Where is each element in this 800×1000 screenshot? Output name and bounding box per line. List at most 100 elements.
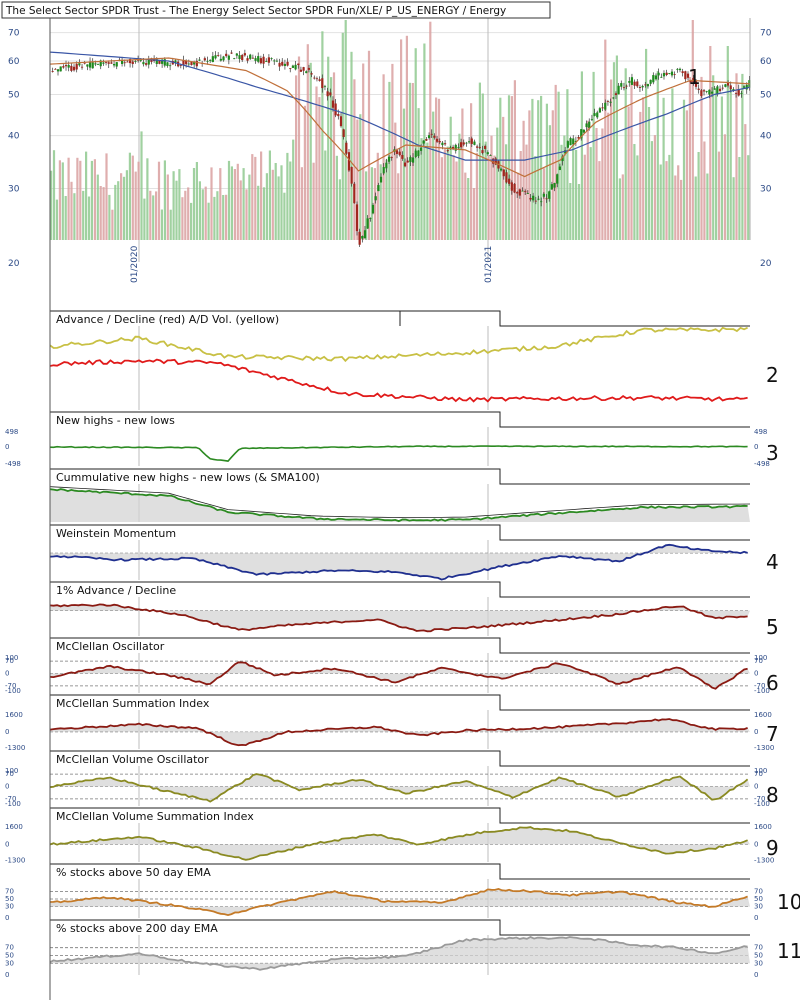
panel-9-tick-right: 100 — [754, 767, 767, 775]
candle-body — [307, 67, 311, 70]
candle-body — [243, 53, 246, 56]
panel-12-tick-right: 50 — [754, 952, 763, 960]
candle-body — [561, 156, 564, 162]
candle-body — [179, 65, 182, 66]
candle-body — [740, 92, 743, 94]
candle-body — [617, 85, 620, 95]
candle-body — [313, 77, 316, 79]
panel-8-tick-right: 1600 — [754, 711, 772, 719]
volume-bar — [747, 155, 750, 240]
volume-bar — [717, 151, 721, 240]
volume-bar — [175, 180, 178, 240]
candle-body — [163, 59, 166, 66]
volume-bar — [642, 97, 645, 240]
candle-body — [577, 136, 580, 139]
volume-bar — [540, 95, 543, 241]
candle-body — [484, 145, 487, 149]
candle-body — [513, 183, 516, 193]
candle-body — [516, 192, 519, 194]
candle-body — [518, 189, 521, 196]
volume-bar — [440, 157, 443, 240]
volume-bar — [525, 144, 528, 240]
candle-body — [652, 75, 655, 83]
candle-body — [462, 142, 465, 145]
volume-bar — [531, 98, 534, 241]
volume-bar — [732, 177, 735, 240]
volume-bar — [370, 167, 373, 240]
panel-11-tick-right: 50 — [754, 895, 763, 903]
candle-body — [625, 85, 628, 87]
panel-number-7: 7 — [766, 722, 779, 746]
volume-bar — [493, 155, 496, 240]
volume-bar — [496, 127, 499, 240]
candle-body — [187, 63, 190, 65]
panel-9-title: McClellan Volume Oscillator — [56, 753, 209, 766]
candle-body — [689, 80, 692, 83]
candle-body — [481, 150, 484, 154]
volume-bar — [630, 80, 633, 240]
price-tick-left: 40 — [8, 132, 20, 142]
price-tick-right: 70 — [760, 29, 772, 39]
volume-bar — [405, 35, 408, 240]
candle-body — [726, 82, 730, 86]
volume-bar — [312, 162, 315, 240]
volume-bar — [647, 107, 651, 240]
volume-bar — [160, 209, 163, 240]
panel-number-5: 5 — [766, 615, 779, 639]
volume-bar — [621, 174, 624, 240]
volume-bar — [128, 152, 131, 240]
volume-bar — [131, 155, 134, 240]
panel-9-tick-right: 0 — [754, 783, 758, 791]
candle-body — [403, 162, 407, 167]
volume-bar — [102, 187, 105, 240]
volume-bar — [548, 125, 551, 240]
candle-body — [681, 71, 684, 74]
panel-11-tick-left: 30 — [5, 903, 14, 911]
volume-bar — [248, 174, 251, 240]
volume-bar — [662, 97, 665, 240]
volume-bar — [645, 48, 648, 241]
volume-bar — [668, 154, 671, 240]
volume-bar — [198, 181, 201, 240]
candle-body — [502, 169, 505, 177]
candle-body — [299, 69, 303, 72]
volume-bar — [738, 157, 741, 240]
volume-bar — [225, 194, 228, 240]
candle-body — [139, 59, 142, 61]
candle-body — [580, 129, 583, 139]
candle-body — [329, 92, 332, 96]
candle-body — [596, 112, 599, 118]
volume-bar — [475, 152, 478, 240]
candle-body — [72, 66, 76, 71]
candle-body — [694, 81, 698, 87]
candle-body — [510, 182, 513, 191]
price-tick-left: 70 — [8, 29, 20, 39]
panel-12-tick-left: 30 — [5, 959, 14, 967]
panel-7-tick-left: 70 — [5, 657, 14, 665]
volume-bar — [607, 112, 610, 240]
panel-11-tick-right: 0 — [754, 914, 758, 922]
candle-body — [417, 150, 420, 157]
volume-bar — [344, 20, 347, 240]
candle-body — [377, 185, 380, 192]
volume-bar — [575, 149, 578, 240]
candle-body — [710, 91, 714, 94]
candle-body — [339, 116, 343, 127]
candle-body — [505, 172, 508, 183]
volume-bar — [321, 31, 324, 240]
candle-body — [326, 91, 329, 97]
candle-body — [414, 150, 417, 158]
volume-bar — [417, 108, 420, 240]
candle-body — [443, 143, 447, 145]
volume-bar — [367, 50, 371, 240]
candle-body — [297, 63, 300, 66]
candle-body — [460, 142, 463, 148]
volume-bar — [187, 187, 190, 240]
volume-bar — [583, 154, 586, 240]
candle-body — [88, 61, 92, 68]
candle-body — [86, 64, 89, 67]
candle-body — [644, 84, 647, 86]
volume-bar — [446, 146, 449, 240]
candle-body — [214, 55, 217, 59]
volume-bar — [96, 174, 99, 240]
